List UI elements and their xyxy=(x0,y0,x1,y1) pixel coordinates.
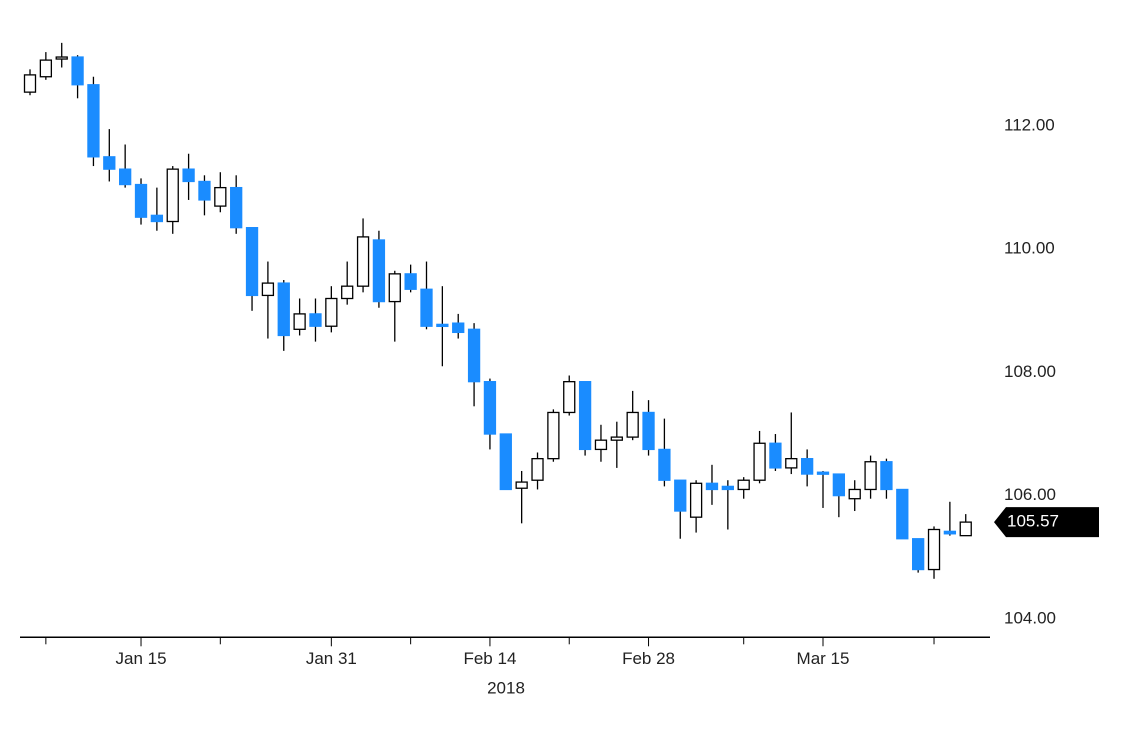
candle-body xyxy=(309,313,322,327)
y-tick-label: 112.00 xyxy=(1004,116,1055,135)
candle-body xyxy=(245,227,259,297)
candle-body xyxy=(182,168,195,183)
candle-body xyxy=(547,411,560,460)
candle-body xyxy=(705,482,719,491)
candle-body xyxy=(864,461,877,491)
candle-body xyxy=(674,479,687,512)
x-tick-label: Mar 15 xyxy=(797,649,850,668)
candle-body xyxy=(943,530,957,535)
candle-body xyxy=(119,168,132,186)
candle-body xyxy=(293,313,306,330)
candle-body xyxy=(721,485,734,491)
candle-body xyxy=(166,168,179,223)
candle-body xyxy=(785,458,798,469)
candle-body xyxy=(610,436,623,441)
candle-body xyxy=(436,323,449,328)
x-tick-label: Feb 28 xyxy=(622,649,675,668)
candle-body xyxy=(198,180,211,201)
candle-body xyxy=(578,381,592,451)
x-axis-label: 2018 xyxy=(487,678,525,697)
candle-body xyxy=(452,322,465,334)
y-tick-label: 108.00 xyxy=(1004,362,1056,381)
candle-body xyxy=(420,288,433,327)
candle-body xyxy=(404,273,417,290)
candle-body xyxy=(626,411,639,438)
candle-body xyxy=(594,439,608,451)
candle-body xyxy=(483,381,497,435)
candle-body xyxy=(531,458,544,481)
candle-body xyxy=(55,56,68,60)
candle-body xyxy=(912,538,925,571)
candle-body xyxy=(896,488,909,540)
candle-body xyxy=(277,282,290,337)
candle-body xyxy=(356,236,370,287)
candle-body xyxy=(689,482,703,518)
candle-body xyxy=(499,433,512,491)
x-tick-label: Feb 14 xyxy=(463,649,516,668)
y-tick-label: 104.00 xyxy=(1004,608,1056,627)
candle-body xyxy=(753,442,766,481)
candle-body xyxy=(87,84,100,158)
candle-body xyxy=(515,481,528,489)
last-price-label: 105.57 xyxy=(1007,512,1059,531)
candle-body xyxy=(467,328,481,383)
candle-body xyxy=(134,183,148,218)
candle-body xyxy=(230,186,243,229)
candle-body xyxy=(832,473,846,497)
candle-body xyxy=(341,285,354,300)
y-tick-label: 106.00 xyxy=(1004,485,1056,504)
candle-body xyxy=(214,186,227,207)
candle-body xyxy=(372,239,386,303)
candle-body xyxy=(769,442,782,469)
candle-body xyxy=(737,479,750,491)
x-tick-label: Jan 31 xyxy=(306,649,357,668)
candle-body xyxy=(658,448,671,481)
candle-body xyxy=(563,381,576,414)
candle-body xyxy=(325,297,338,327)
x-tick-label: Jan 15 xyxy=(115,649,166,668)
candle-body xyxy=(816,471,830,475)
last-price-box xyxy=(994,507,1099,538)
candle-body xyxy=(71,56,84,86)
candle-body xyxy=(642,411,655,451)
candle-body xyxy=(39,59,53,78)
candle-body xyxy=(103,156,116,170)
y-tick-label: 110.00 xyxy=(1004,239,1055,258)
candle-body xyxy=(261,282,275,297)
candle-body xyxy=(388,273,401,303)
candle-body xyxy=(959,521,972,537)
candle-body xyxy=(150,214,164,223)
candle-body xyxy=(880,461,893,491)
candle-body xyxy=(848,488,861,500)
candle-body xyxy=(23,74,37,93)
candle-body xyxy=(927,528,941,571)
candle-body xyxy=(800,458,814,475)
